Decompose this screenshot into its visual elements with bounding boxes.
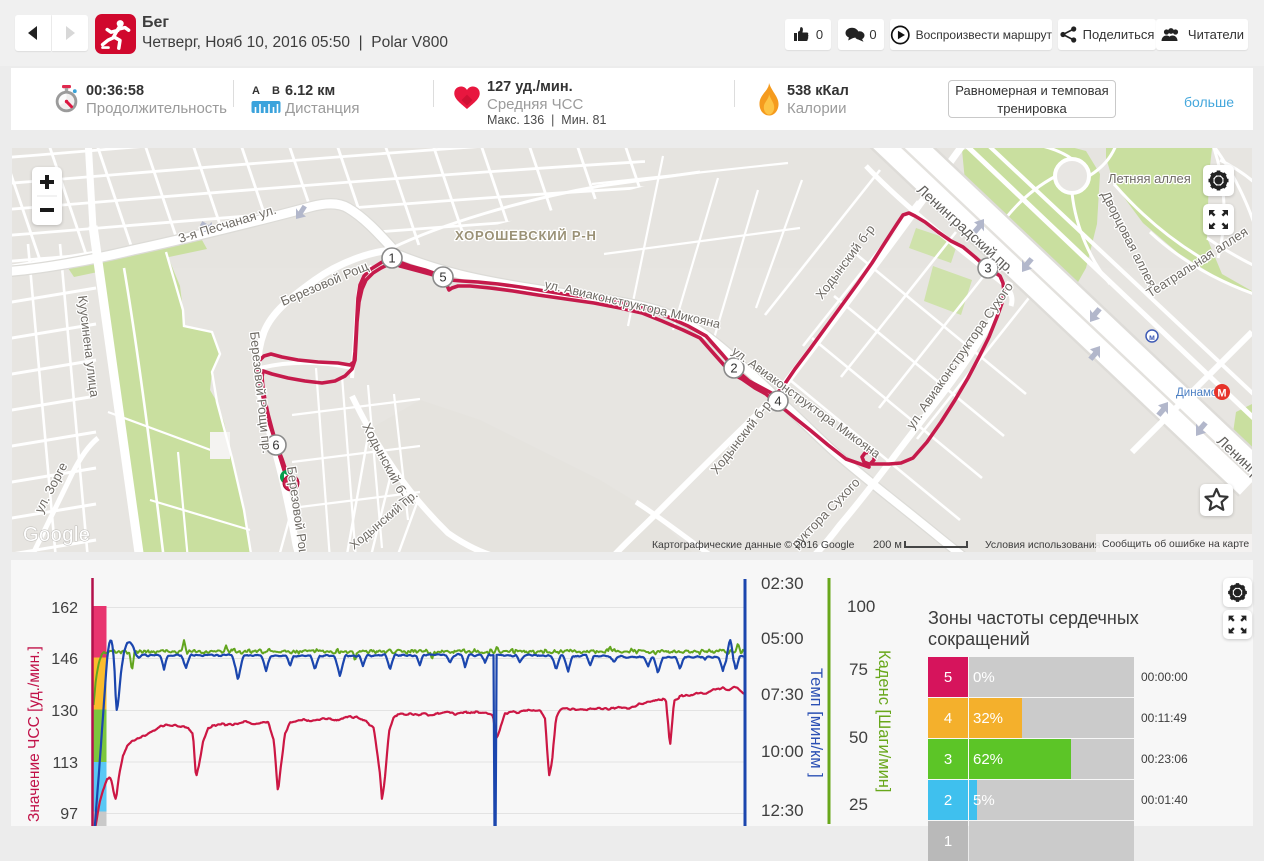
svg-text:162: 162: [51, 600, 78, 617]
svg-text:05:00: 05:00: [761, 629, 804, 648]
svg-text:Динамо: Динамо: [1176, 387, 1217, 399]
svg-text:146: 146: [51, 651, 78, 668]
svg-text:5: 5: [439, 270, 446, 285]
svg-text:25: 25: [849, 795, 868, 814]
svg-text:Каденс [Шаги/мин]: Каденс [Шаги/мин]: [875, 650, 893, 793]
svg-text:50: 50: [849, 728, 868, 747]
svg-text:02:30: 02:30: [761, 574, 804, 593]
svg-text:ХОРОШЕВСКИЙ Р-Н: ХОРОШЕВСКИЙ Р-Н: [455, 228, 597, 243]
svg-text:97: 97: [60, 806, 78, 823]
svg-text:113: 113: [52, 755, 78, 772]
svg-text:100: 100: [847, 597, 875, 616]
svg-text:Сообщить об ошибке на карте: Сообщить об ошибке на карте: [1102, 538, 1249, 550]
svg-text:6: 6: [272, 438, 279, 453]
svg-text:130: 130: [51, 703, 78, 720]
svg-text:В: В: [272, 85, 280, 97]
svg-text:4: 4: [774, 394, 781, 409]
svg-text:Google: Google: [23, 524, 91, 546]
svg-text:2: 2: [730, 361, 737, 376]
svg-text:Условия использования: Условия использования: [985, 540, 1100, 551]
svg-text:Летняя аллея: Летняя аллея: [1108, 171, 1191, 186]
svg-text:10:00: 10:00: [761, 742, 804, 761]
svg-text:75: 75: [849, 660, 868, 679]
svg-text:Значение ЧСС [уд./мин.]: Значение ЧСС [уд./мин.]: [26, 646, 43, 822]
svg-text:07:30: 07:30: [761, 685, 804, 704]
svg-text:12:30: 12:30: [761, 801, 804, 820]
svg-text:Картографические данные © 2016: Картографические данные © 2016 Google: [652, 539, 855, 551]
svg-text:А: А: [252, 85, 260, 97]
svg-text:м: м: [1149, 333, 1155, 342]
svg-text:М: М: [1217, 388, 1226, 400]
svg-text:200 м: 200 м: [873, 539, 902, 551]
svg-text:3: 3: [984, 261, 991, 276]
svg-text:Темп [мин/км ]: Темп [мин/км ]: [807, 668, 825, 778]
svg-text:1: 1: [388, 251, 395, 266]
